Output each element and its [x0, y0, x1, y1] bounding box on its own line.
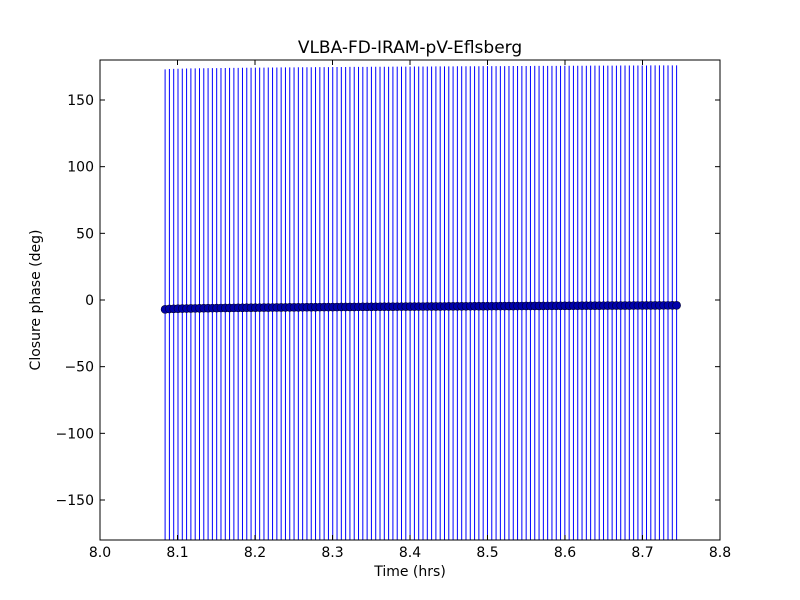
data-point-group — [160, 301, 681, 314]
x-tick-label: 8.8 — [709, 545, 731, 561]
x-tick-label: 8.4 — [399, 545, 421, 561]
data-point — [672, 301, 681, 310]
y-tick-label: −100 — [56, 426, 94, 442]
x-tick-label: 8.2 — [244, 545, 266, 561]
y-axis-label: Closure phase (deg) — [28, 230, 44, 371]
y-tick-label: −150 — [56, 493, 94, 509]
x-axis-ticks: 8.0 8.1 8.2 8.3 8.4 8.5 8.6 8.7 8.8 — [89, 60, 731, 561]
x-tick-label: 8.6 — [554, 545, 576, 561]
y-axis-ticks: −150 −100 −50 0 50 100 150 — [56, 93, 720, 509]
x-axis-label: Time (hrs) — [373, 564, 446, 580]
y-tick-label: 100 — [67, 160, 94, 176]
y-tick-label: 150 — [67, 93, 94, 109]
x-tick-label: 8.7 — [631, 545, 653, 561]
x-tick-label: 8.5 — [476, 545, 498, 561]
x-tick-label: 8.3 — [321, 545, 343, 561]
y-tick-label: 50 — [76, 226, 94, 242]
x-tick-label: 8.1 — [166, 545, 188, 561]
y-tick-label: 0 — [85, 293, 94, 309]
chart-title: VLBA-FD-IRAM-pV-Eflsberg — [298, 38, 522, 58]
x-tick-label: 8.0 — [89, 545, 111, 561]
y-tick-label: −50 — [64, 360, 94, 376]
